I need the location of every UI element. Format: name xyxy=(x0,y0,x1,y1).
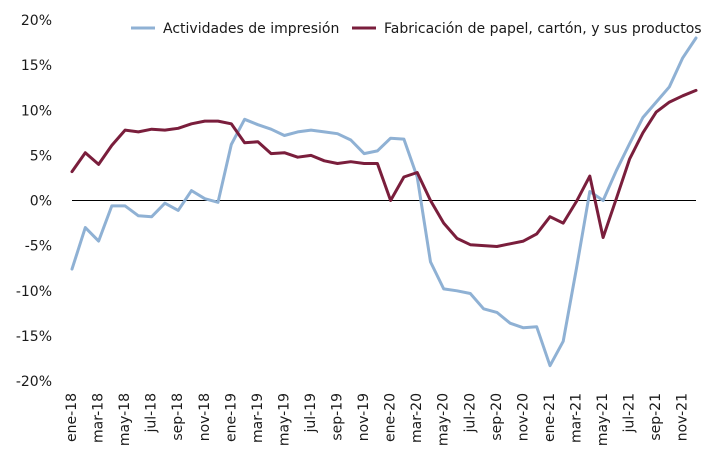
x-tick-label: may-21 xyxy=(595,393,611,446)
x-tick-label: sep-19 xyxy=(330,393,346,441)
x-tick-label: ene-19 xyxy=(223,393,239,442)
y-tick-label: -5% xyxy=(25,239,52,255)
y-tick-label: -20% xyxy=(16,374,52,390)
x-tick-label: nov-21 xyxy=(675,393,691,441)
x-tick-label: jul-18 xyxy=(144,393,160,434)
series-lines xyxy=(70,36,698,368)
x-tick-label: nov-19 xyxy=(356,393,372,441)
x-tick-label: mar-19 xyxy=(250,393,266,443)
legend-label-papel: Fabricación de papel, cartón, y sus prod… xyxy=(384,21,702,37)
x-tick-label: ene-20 xyxy=(383,393,399,442)
y-axis: 20% 15% 10% 5% 0% -5% -10% -15% -20% xyxy=(16,13,52,390)
y-tick-label: 15% xyxy=(21,58,52,74)
y-tick-label: 20% xyxy=(21,13,52,29)
x-tick-label: sep-20 xyxy=(489,393,505,441)
x-tick-label: sep-18 xyxy=(170,393,186,441)
series-line-papel xyxy=(70,88,698,248)
x-tick-label: ene-21 xyxy=(542,393,558,442)
legend: Actividades de impresión Fabricación de … xyxy=(131,21,702,37)
x-tick-label: sep-21 xyxy=(648,393,664,441)
x-tick-label: ene-18 xyxy=(64,393,80,442)
y-tick-label: 5% xyxy=(30,148,52,164)
x-tick-label: jul-21 xyxy=(622,393,638,434)
x-tick-label: mar-18 xyxy=(91,393,107,443)
y-tick-label: 10% xyxy=(21,103,52,119)
x-tick-label: jul-20 xyxy=(462,393,478,434)
series-line-impresion xyxy=(70,36,698,368)
x-tick-label: jul-19 xyxy=(303,393,319,434)
x-axis: ene-18 mar-18 may-18 jul-18 sep-18 nov-18 ene-… xyxy=(64,393,691,446)
x-tick-label: may-18 xyxy=(117,393,133,446)
legend-label-impresion: Actividades de impresión xyxy=(163,21,339,37)
x-tick-label: may-20 xyxy=(436,393,452,446)
x-tick-label: may-19 xyxy=(276,393,292,446)
y-tick-label: -15% xyxy=(16,329,52,345)
x-tick-label: nov-18 xyxy=(197,393,213,441)
y-tick-label: 0% xyxy=(30,194,52,210)
x-tick-label: mar-20 xyxy=(409,393,425,443)
x-tick-label: nov-20 xyxy=(515,393,531,441)
y-tick-label: -10% xyxy=(16,284,52,300)
x-tick-label: mar-21 xyxy=(569,393,585,443)
